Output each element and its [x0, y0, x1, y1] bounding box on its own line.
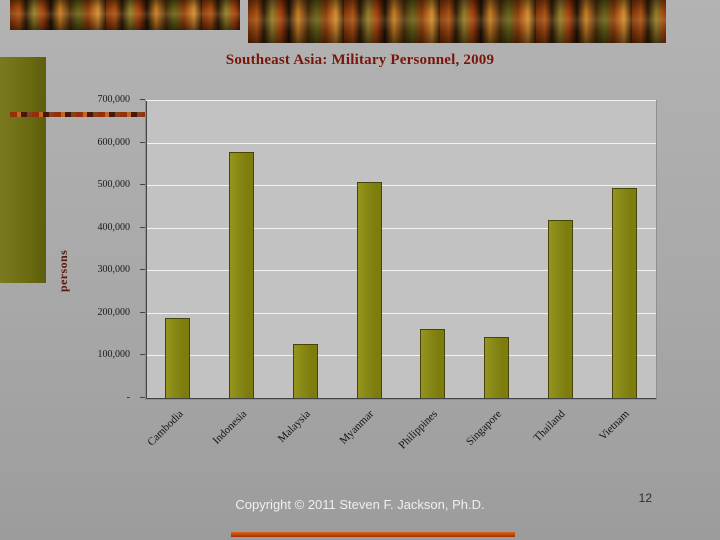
y-tick-label: - [126, 392, 130, 403]
bar-vietnam [611, 188, 637, 399]
x-tick-label: Myanmar [337, 408, 377, 447]
bar-slot [146, 101, 210, 399]
bottom-accent-strip [231, 532, 515, 537]
gridline [146, 142, 656, 144]
y-tick-mark [140, 141, 145, 143]
x-label-cell: Singapore [464, 400, 528, 462]
bar-myanmar [356, 181, 382, 399]
y-tick-mark [140, 397, 145, 398]
gridline [146, 270, 656, 272]
x-label-cell: Vietnam [591, 400, 655, 462]
plot-area [145, 100, 657, 400]
x-label-cell: Cambodia [145, 400, 209, 462]
x-tick-label: Thailand [531, 408, 568, 445]
footer-copyright: Copyright © 2011 Steven F. Jackson, Ph.D… [235, 497, 485, 512]
bars [146, 101, 656, 399]
x-tick-label: Singapore [464, 408, 505, 449]
y-tick-mark [140, 99, 145, 100]
bar-slot [465, 101, 529, 399]
y-tick-mark [140, 226, 145, 228]
bar-philippines [420, 328, 446, 399]
gridline [146, 100, 656, 101]
bar-cambodia [165, 318, 191, 399]
bar-singapore [484, 337, 510, 399]
bar-slot [401, 101, 465, 399]
y-tick-label: 100,000 [97, 349, 131, 361]
top-banner-left-decoration [10, 0, 240, 30]
x-label-cell: Indonesia [209, 400, 273, 462]
left-accent-stripe [10, 112, 150, 117]
x-tick-label: Cambodia [144, 408, 186, 449]
x-label-cell: Myanmar [336, 400, 400, 462]
top-banner-right-decoration [248, 0, 666, 43]
bar-malaysia [292, 343, 318, 399]
bar-slot [210, 101, 274, 399]
bar-thailand [547, 220, 573, 399]
y-axis-line [146, 101, 147, 399]
bar-slot [592, 101, 656, 399]
x-tick-label: Philippines [396, 408, 441, 452]
y-tick-mark [140, 184, 145, 186]
y-tick-label: 200,000 [97, 306, 131, 318]
slide-title: Southeast Asia: Military Personnel, 2009 [225, 52, 495, 68]
x-label-cell: Thailand [528, 400, 592, 462]
bar-indonesia [229, 152, 255, 399]
x-tick-label: Indonesia [210, 408, 250, 447]
y-tick-label: 700,000 [97, 94, 131, 105]
y-tick-mark [140, 354, 145, 356]
gridline [146, 185, 656, 187]
gridline [146, 227, 656, 229]
page-number: 12 [638, 491, 652, 505]
x-tick-label: Vietnam [596, 408, 632, 443]
bar-slot [529, 101, 593, 399]
bar-slot [337, 101, 401, 399]
gridline [146, 355, 656, 357]
y-tick-mark [140, 269, 145, 271]
y-axis-labels: - 100,000 200,000 300,000 400,000 500,000 600,… [50, 95, 145, 403]
bar-slot [274, 101, 338, 399]
y-tick-label: 300,000 [97, 264, 131, 276]
gridline [146, 312, 656, 314]
y-tick-label: 500,000 [97, 179, 131, 191]
x-label-cell: Philippines [396, 400, 464, 462]
y-tick-label: 600,000 [97, 136, 131, 148]
left-accent-bar [0, 57, 46, 283]
x-label-cell: Malaysia [273, 400, 337, 462]
x-axis-line [146, 398, 656, 399]
x-axis-labels: Cambodia Indonesia Malaysia Myanmar Philippi… [145, 400, 655, 462]
y-tick-mark [140, 311, 145, 313]
x-tick-label: Malaysia [275, 408, 313, 446]
y-tick-label: 400,000 [97, 221, 131, 233]
